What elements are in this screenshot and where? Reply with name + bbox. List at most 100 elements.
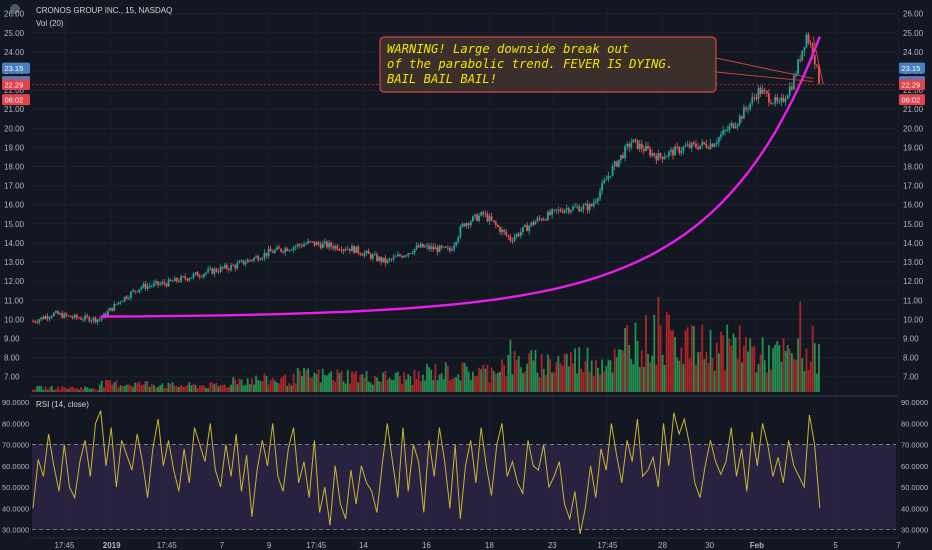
volume-bar <box>690 324 693 392</box>
candle-body <box>588 204 591 211</box>
price-tick-label-left: 14.00 <box>4 239 25 248</box>
volume-bar <box>144 381 147 392</box>
candle-body <box>511 240 514 242</box>
candle-body <box>642 148 645 151</box>
volume-bar <box>142 384 145 392</box>
candle-body <box>205 272 207 274</box>
volume-bar <box>599 374 601 392</box>
volume-bar <box>778 345 781 392</box>
volume-bar <box>394 373 397 392</box>
volume-bar <box>544 374 547 392</box>
volume-bar <box>592 376 595 392</box>
volume-bar <box>330 371 333 392</box>
candle-body <box>482 211 485 215</box>
volume-bar <box>480 369 483 392</box>
volume-bar <box>532 360 535 392</box>
time-axis[interactable]: 17:45 2019 17:45 7 9 17:45 14 16 18 23 17:45 28 30 Fe… <box>30 537 901 550</box>
volume-bar <box>488 382 491 392</box>
candle-body <box>507 235 510 237</box>
candle-body <box>703 141 706 144</box>
candle-body <box>413 249 416 254</box>
volume-bar <box>426 363 428 392</box>
volume-bar <box>451 378 453 392</box>
volume-bar <box>205 387 207 392</box>
candle-body <box>695 143 697 148</box>
volume-bar <box>588 371 591 392</box>
volume-bar <box>526 363 528 392</box>
time-tick-label: 7 <box>220 541 225 550</box>
candle-body <box>380 257 383 262</box>
price-pane[interactable] <box>32 6 900 536</box>
volume-bar <box>607 359 610 392</box>
price-tick-label-left: 20.00 <box>4 124 25 133</box>
candle-body <box>782 97 785 102</box>
candle-body <box>526 225 528 232</box>
volume-bar <box>159 385 162 392</box>
candle-body <box>463 223 466 227</box>
candle-body <box>140 287 143 290</box>
volume-bar <box>298 370 301 392</box>
candle-body <box>121 301 124 302</box>
candle-body <box>553 209 556 211</box>
rsi-tick-label-left: 30.0000 <box>2 526 29 535</box>
time-tick-label: 17:45 <box>54 541 75 550</box>
volume-bar <box>359 374 362 392</box>
volume-bar <box>344 383 347 392</box>
volume-bar <box>136 382 139 392</box>
candle-body <box>82 319 84 321</box>
warning-annotation[interactable]: WARNING! Large downside break out of the… <box>379 36 717 93</box>
volume-bar <box>315 374 318 392</box>
volume-bar <box>653 314 656 392</box>
volume-bar <box>415 378 418 392</box>
volume-bar <box>265 375 268 392</box>
candle-body <box>488 216 491 222</box>
volume-bar <box>228 386 230 392</box>
volume-bar <box>617 349 620 392</box>
candle-body <box>503 229 506 232</box>
candle-body <box>438 245 441 253</box>
volume-bar <box>399 376 401 392</box>
right-price-tag: 06:02 <box>902 96 921 105</box>
candle-body <box>294 246 297 248</box>
candle-body <box>638 143 641 149</box>
candle-body <box>180 276 182 282</box>
volume-bar <box>271 378 274 392</box>
volume-bar <box>77 389 80 392</box>
volume-bar <box>75 388 78 392</box>
candle-body <box>517 233 520 236</box>
price-axis-right[interactable]: 7.00 8.00 9.00 10.00 11.00 12.00 13.00 14.00 15.… <box>903 10 924 382</box>
candle-body <box>357 246 360 254</box>
volume-bar <box>565 353 568 392</box>
volume-bar <box>624 328 626 392</box>
volume-bar <box>528 353 531 392</box>
candle-body <box>803 47 806 51</box>
candle-body <box>578 206 581 212</box>
candle-body <box>720 134 722 138</box>
candle-body <box>674 146 677 156</box>
candle-body <box>71 317 74 319</box>
volume-bar <box>109 380 112 392</box>
rsi-tick-label-right: 40.0000 <box>901 504 928 513</box>
volume-bar <box>538 377 541 392</box>
volume-bar <box>82 388 84 392</box>
volume-bar <box>628 345 631 392</box>
volume-bar <box>551 372 554 392</box>
volume-bar <box>257 380 260 392</box>
volume-bar <box>186 385 189 392</box>
candle-body <box>542 219 545 221</box>
candle-body <box>52 312 55 317</box>
rsi-axis-right: 30.0000 40.0000 50.0000 60.0000 70.0000 80.00… <box>901 398 928 534</box>
volume-indicator-label: Vol (20) <box>36 19 64 28</box>
rsi-tick-label-left: 70.0000 <box>2 441 29 450</box>
candle-body <box>361 254 364 256</box>
candle-body <box>770 102 772 104</box>
volume-bar <box>157 386 159 392</box>
volume-bar <box>665 312 668 392</box>
volume-bar <box>421 374 424 392</box>
volume-bar <box>373 375 376 392</box>
rsi-pane[interactable]: 30.0000 40.0000 50.0000 60.0000 70.0000 80.00… <box>2 398 928 534</box>
volume-bar <box>632 364 635 392</box>
candle-body <box>699 145 702 150</box>
candle-body <box>94 317 97 323</box>
volume-bar <box>388 377 391 392</box>
